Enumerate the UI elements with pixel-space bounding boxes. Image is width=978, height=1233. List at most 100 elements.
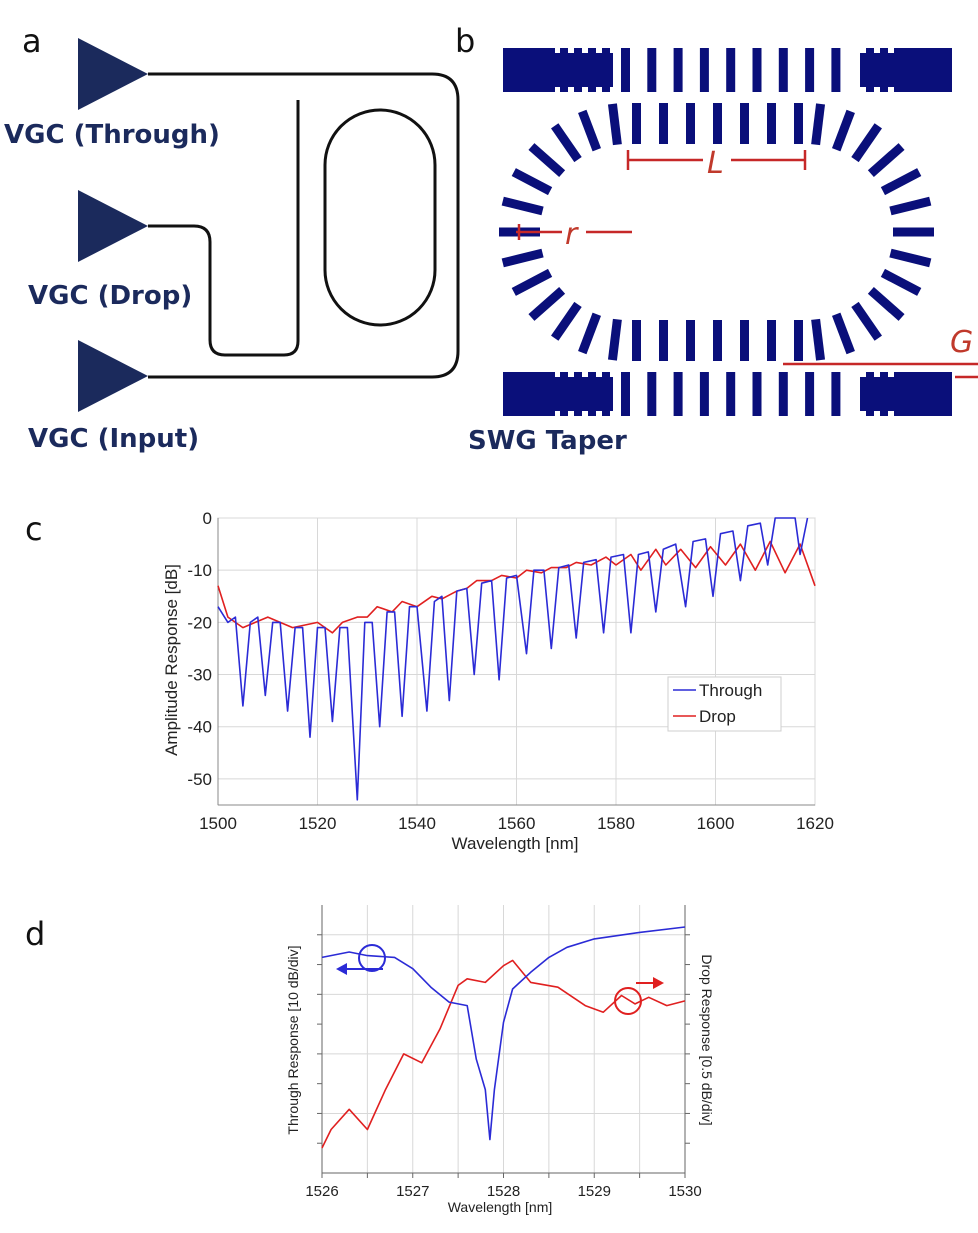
ring-bend-segment	[607, 318, 622, 361]
ring-bend-segment	[607, 103, 622, 146]
taper-tooth	[574, 372, 582, 416]
legend-label-through: Through	[699, 681, 762, 700]
x-tick-label: 1530	[668, 1183, 701, 1200]
taper-tooth	[574, 48, 582, 92]
bus-waveguide-drop	[148, 100, 300, 357]
bus-segment	[831, 48, 841, 92]
x-axis-label-c: Wavelength [nm]	[452, 834, 579, 853]
ring-segment	[713, 103, 722, 144]
series-drop	[217, 540, 816, 634]
bus-segment	[805, 372, 815, 416]
ring-segment	[686, 320, 695, 361]
ring-bend-segment	[528, 143, 566, 178]
label-swg-taper: SWG Taper	[468, 426, 627, 456]
y-tick-label: -50	[187, 770, 212, 789]
x-tick-label: 1580	[597, 814, 635, 833]
panel-letter-a: a	[22, 22, 42, 60]
taper-left	[503, 48, 555, 92]
bus-segment	[673, 372, 683, 416]
y-axis-label-right-d: Drop Response [0.5 dB/div]	[699, 954, 715, 1125]
ring-bend-segment	[880, 268, 922, 296]
bus-segment	[752, 48, 762, 92]
x-axis-label-d: Wavelength [nm]	[448, 1199, 553, 1215]
ring-segment	[632, 103, 641, 144]
x-tick-label: 1529	[578, 1183, 611, 1200]
bus-segment	[805, 48, 815, 92]
ring-bend-segment	[867, 286, 905, 321]
x-tick-label: 1527	[396, 1183, 429, 1200]
taper-tooth	[894, 48, 902, 92]
label-vgc-input: VGC (Input)	[28, 424, 199, 454]
ring-bend-segment	[551, 301, 582, 341]
ring-bend-segment	[811, 103, 826, 146]
ring-bend-segment	[511, 168, 553, 196]
ring-bend-segment	[831, 312, 855, 355]
bus-segment	[831, 372, 841, 416]
x-tick-label: 1620	[796, 814, 834, 833]
panel-letter-b: b	[455, 22, 475, 60]
series-drop	[321, 959, 686, 1149]
panel-a: a VGC (Through) VGC (Drop) VGC (Input)	[4, 22, 460, 454]
ring-bend-segment	[889, 248, 932, 268]
panel-b: b L r G SWG Taper	[455, 22, 978, 456]
ring-segment	[740, 320, 749, 361]
bus-segment	[699, 372, 709, 416]
x-tick-label: 1526	[305, 1183, 338, 1200]
ring-bend-segment	[511, 268, 553, 296]
bus-segment	[699, 48, 709, 92]
bus-waveguide-through	[148, 72, 460, 379]
bus-segment	[647, 48, 657, 92]
ring-bend-segment	[501, 196, 544, 216]
ring-segment	[659, 320, 668, 361]
label-radius: r	[565, 217, 579, 252]
bus-segment	[726, 48, 736, 92]
taper-left	[503, 372, 555, 416]
x-tick-label: 1520	[299, 814, 337, 833]
panel-c: c 1500 1520 1540 1560 1580 1600 1620 0 -10 -20 -30…	[25, 509, 834, 853]
drop-circle-marker	[614, 987, 642, 1015]
legend-label-drop: Drop	[699, 707, 736, 726]
bus-segment	[647, 372, 657, 416]
left-arrow-icon	[336, 963, 347, 975]
grating-coupler-through-icon	[78, 38, 148, 110]
panel-d: d 1526 1527 1528 1529 1530 Wavelength [nm] T…	[25, 905, 715, 1215]
panel-letter-d: d	[25, 915, 45, 953]
x-tick-label: 1500	[199, 814, 237, 833]
taper-tooth	[880, 372, 888, 416]
ring-segment	[767, 320, 776, 361]
bus-segment	[621, 48, 630, 92]
taper-tooth	[602, 48, 610, 92]
ring-bend-segment	[851, 301, 882, 341]
x-tick-label: 1540	[398, 814, 436, 833]
ring-segment	[794, 103, 803, 144]
label-vgc-through: VGC (Through)	[4, 120, 220, 150]
label-length: L	[707, 146, 724, 181]
x-tick-label: 1560	[498, 814, 536, 833]
y-tick-label: -10	[187, 561, 212, 580]
y-tick-label: -40	[187, 718, 212, 737]
chart-d: 1526 1527 1528 1529 1530	[305, 905, 702, 1200]
bus-segment	[673, 48, 683, 92]
series-through	[217, 517, 809, 801]
ring-bend-segment	[851, 123, 882, 163]
legend: Through Drop	[667, 676, 782, 732]
ring-bend-segment	[811, 318, 826, 361]
series-through	[321, 926, 686, 1141]
bus-segment	[778, 48, 788, 92]
y-tick-label: 0	[203, 509, 212, 528]
taper-tooth	[588, 48, 596, 92]
ring-bend-segment	[501, 248, 544, 268]
ring-segment	[686, 103, 695, 144]
ring-bend-segment	[551, 123, 582, 163]
bus-segment	[621, 372, 630, 416]
taper-right	[900, 48, 952, 92]
panel-letter-c: c	[25, 510, 43, 548]
ring-bend-segment	[578, 312, 602, 355]
taper-tooth	[866, 372, 874, 416]
taper-tooth	[866, 48, 874, 92]
taper-tooth	[588, 372, 596, 416]
y-tick-label: -20	[187, 613, 212, 632]
ring-segment	[740, 103, 749, 144]
taper-tooth	[560, 48, 568, 92]
